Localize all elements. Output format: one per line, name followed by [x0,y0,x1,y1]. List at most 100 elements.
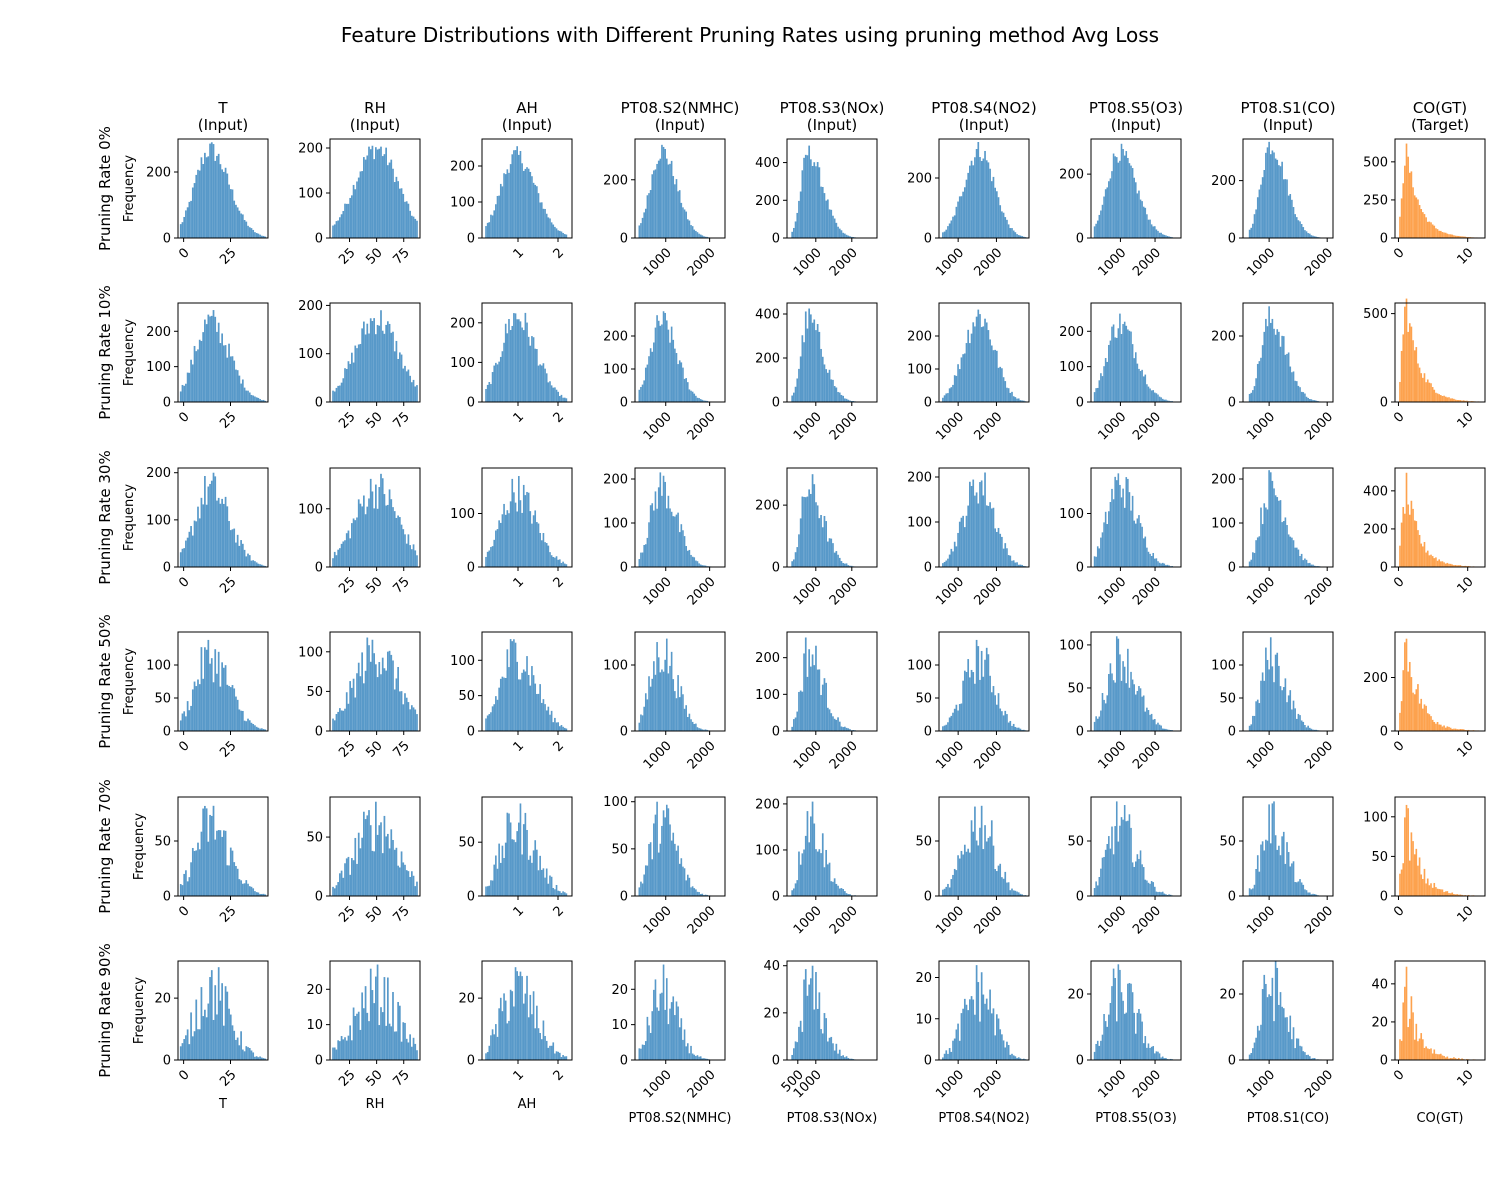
histogram-bar [410,1046,413,1060]
histogram-bar [1271,977,1274,1060]
y-tick-label: 100 [298,347,323,362]
histogram-bar [690,554,692,567]
histogram-bar [1141,864,1143,896]
histogram-bar [984,1003,986,1060]
axes-frame [329,796,421,897]
histogram-bar [410,871,413,896]
histogram-bar [950,1051,953,1060]
histogram-bar [699,564,702,567]
histogram-bar [1248,561,1251,567]
histogram-bar [1136,690,1139,731]
histogram-bar [488,714,491,731]
y-tick-label: 20 [306,983,323,998]
column-title: PT08.S5(O3) [1089,99,1183,117]
y-tick-label: 40 [1371,977,1388,992]
histogram-bar [392,168,394,238]
histogram-bar [638,225,641,238]
axes-frame [1090,960,1182,1061]
histogram-bar [803,157,805,238]
histogram-bar [1255,378,1257,402]
x-tick-label: 2000 [685,574,719,608]
histogram-bar [1104,358,1107,402]
histogram-bar [823,193,826,238]
column-role: (Input) [350,116,401,134]
histogram-bar [560,725,563,731]
histogram-bar [665,320,668,402]
histogram-bar [542,363,545,402]
histogram-bar [1278,500,1280,567]
y-tick-label: 100 [603,517,628,532]
histogram-bar [340,543,343,567]
histogram-bar [179,884,182,896]
histogram-bar [229,687,232,731]
histogram-bar [1165,399,1167,402]
histogram-bar [670,651,673,731]
histogram-bar [987,162,990,238]
histogram-bar [989,836,991,896]
histogram-bar [1141,369,1143,402]
histogram-bar [562,726,564,731]
histogram-bar [1286,179,1288,238]
histogram-bar [975,316,978,402]
histogram-bar [970,996,973,1060]
histogram-bar [1461,894,1463,896]
histogram-bar [813,484,816,567]
histogram-bar [1304,393,1306,402]
histogram-bar [521,163,523,238]
axes-frame [1090,138,1182,239]
histogram-bar [501,351,504,402]
histogram-bar [811,801,814,896]
histogram-bar [181,1043,184,1060]
histogram-bar [967,329,970,402]
histogram-bar [1169,894,1172,896]
histogram-bar [706,1058,708,1060]
histogram-bar [493,864,496,896]
histogram-bar [392,840,394,896]
histogram-bar [1101,857,1104,896]
histogram-bar [1443,562,1445,567]
histogram-bar [550,876,553,896]
histogram-bar [957,201,959,238]
histogram-bar [643,545,645,567]
histogram-bar [1131,862,1134,896]
histogram-bar [654,674,657,731]
histogram-bar [1295,381,1298,402]
histogram-bar [680,858,683,896]
histogram-bar [393,689,396,731]
histogram-bar [375,801,377,896]
histogram-bar [843,726,846,731]
histogram-bar [1448,563,1450,567]
x-tick-label: 1000 [1244,738,1278,772]
histogram-bar [521,512,523,567]
histogram-bar [943,888,946,896]
histogram-bar [977,845,980,896]
histogram-bar [1117,638,1120,731]
histogram-bar [1466,400,1468,402]
y-tick-label: 0 [1380,396,1388,411]
histogram-bar [1133,866,1135,896]
x-tick-label: 1000 [1244,245,1278,279]
histogram-bar [223,830,225,896]
histogram-bar [828,209,831,238]
histogram-bar [669,824,671,896]
histogram-bar [1157,561,1159,567]
histogram-bar [1305,1054,1308,1060]
histogram-bar [549,714,551,731]
histogram-bar [393,1031,396,1060]
histogram-bar [393,182,396,238]
histogram-bar [1021,894,1023,896]
histogram-bar [1163,728,1166,731]
histogram-bar [1300,553,1303,567]
histogram-bar [1268,804,1270,896]
histogram-bar [545,373,548,402]
histogram-bar [519,679,522,731]
histogram-bar [1022,236,1025,238]
histogram-bar [1009,720,1012,731]
histogram-bar [840,561,843,567]
histogram-bar [1098,548,1101,567]
histogram-bar [552,557,555,567]
x-tick-label: 1 [511,245,527,261]
